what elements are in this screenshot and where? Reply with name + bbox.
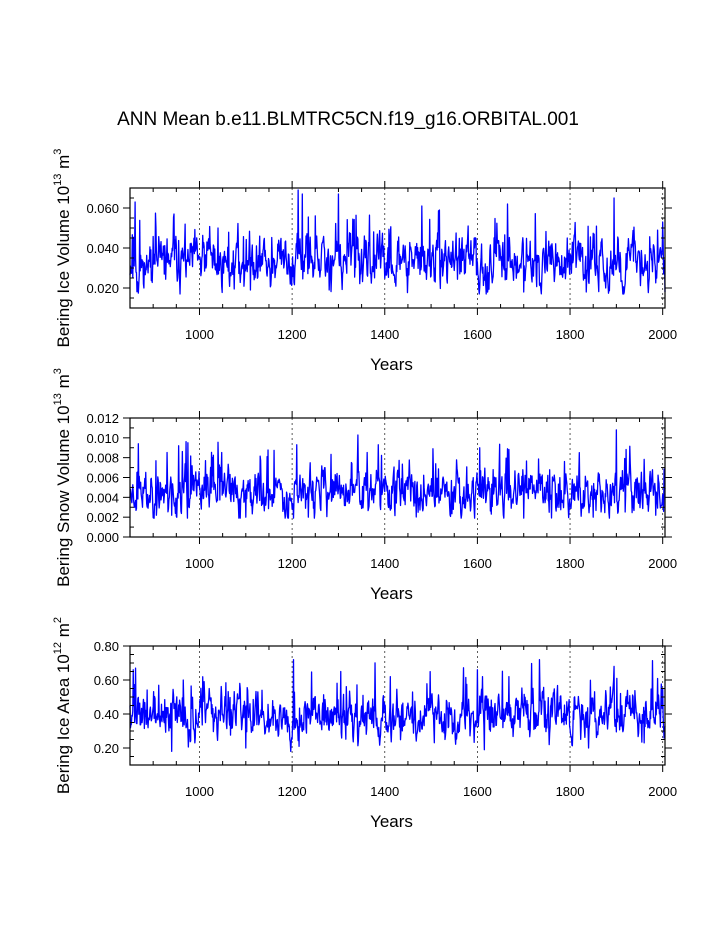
y-tick-label: 0.40 (94, 707, 119, 722)
y-axis-label: Bering Ice Volume 1013 m3 (52, 149, 73, 348)
x-tick-label: 1200 (278, 556, 307, 571)
x-axis-label: Years (370, 355, 413, 374)
y-axis-label-unit-exp: 3 (52, 149, 64, 155)
x-tick-label: 2000 (648, 556, 677, 571)
x-tick-label: 1800 (556, 556, 585, 571)
x-tick-label: 1800 (556, 327, 585, 342)
figure-title: ANN Mean b.e11.BLMTRC5CN.f19_g16.ORBITAL… (117, 109, 579, 130)
y-axis-label-exp: 13 (52, 174, 64, 186)
x-tick-label: 1000 (185, 784, 214, 799)
y-axis-label: Bering Snow Volume 1013 m3 (52, 368, 73, 587)
y-axis-label-unit-exp: 3 (52, 368, 64, 374)
x-tick-label: 1000 (185, 327, 214, 342)
y-tick-label: 0.020 (86, 281, 119, 296)
y-tick-label: 0.010 (86, 431, 119, 446)
panel-3: 1000 1200 1400 1600 1800 2000 0.20 0.40 0.60 0.80… (52, 617, 677, 831)
y-tick-label: 0.60 (94, 673, 119, 688)
y-axis-label-text: Bering Ice Area 10 (54, 654, 73, 794)
x-tick-label: 1600 (463, 784, 492, 799)
y-tick-label: 0.060 (86, 201, 119, 216)
panels: 1000 1200 1400 1600 1800 2000 0.020 0.040 0.060 Y… (52, 149, 677, 831)
y-axis-label-text: Bering Ice Volume 10 (54, 186, 73, 348)
x-tick-label: 1400 (370, 784, 399, 799)
x-tick-label: 2000 (648, 784, 677, 799)
y-tick-label: 0.20 (94, 741, 119, 756)
x-tick-label: 1600 (463, 327, 492, 342)
panel-2: 1000 1200 1400 1600 1800 2000 0.000 0.002 0.004 0… (52, 368, 677, 603)
y-tick-label: 0.002 (86, 510, 119, 525)
y-tick-label: 0.040 (86, 241, 119, 256)
y-tick-label: 0.80 (94, 639, 119, 654)
panel-1: 1000 1200 1400 1600 1800 2000 0.020 0.040 0.060 Y… (52, 149, 677, 374)
x-axis-label: Years (370, 812, 413, 831)
series-line (129, 658, 666, 753)
y-axis-label-text: Bering Snow Volume 10 (54, 405, 73, 586)
y-tick-label: 0.012 (86, 411, 119, 426)
x-tick-label: 1200 (278, 327, 307, 342)
x-tick-label: 2000 (648, 327, 677, 342)
y-axis-label-unit: m (54, 623, 73, 642)
y-tick-label: 0.006 (86, 471, 119, 486)
y-axis-label: Bering Ice Area 1012 m2 (52, 617, 73, 794)
y-tick-label: 0.000 (86, 530, 119, 545)
x-tick-label: 1600 (463, 556, 492, 571)
series-line (129, 429, 666, 519)
y-tick-label: 0.008 (86, 451, 119, 466)
y-axis-label-unit-exp: 2 (52, 617, 64, 623)
y-tick-label: 0.004 (86, 490, 119, 505)
x-axis-label: Years (370, 584, 413, 603)
y-axis-label-exp: 12 (52, 642, 64, 654)
y-axis-label-unit: m (54, 374, 73, 393)
x-tick-label: 1400 (370, 327, 399, 342)
y-axis-label-exp: 13 (52, 393, 64, 405)
x-tick-label: 1400 (370, 556, 399, 571)
series-line (129, 189, 666, 295)
x-tick-label: 1800 (556, 784, 585, 799)
x-tick-label: 1200 (278, 784, 307, 799)
x-tick-label: 1000 (185, 556, 214, 571)
y-axis-label-unit: m (54, 155, 73, 174)
